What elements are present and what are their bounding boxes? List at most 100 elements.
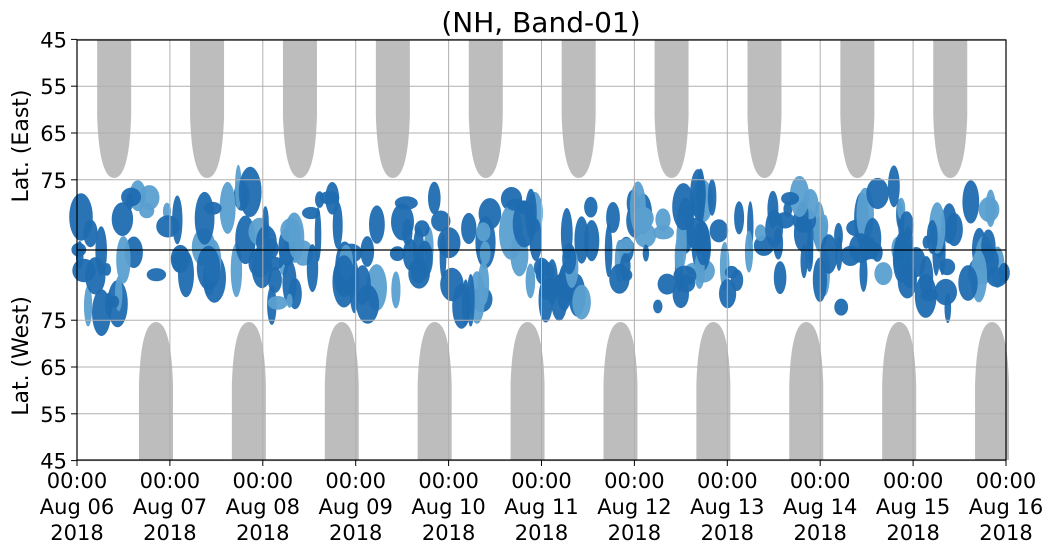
x-tick-year: 2018 <box>329 521 382 545</box>
x-tick-time: 00:00 <box>697 469 758 493</box>
y-tick-label: 65 <box>40 122 67 146</box>
detection-cell <box>619 238 634 254</box>
detection-cell <box>391 203 414 241</box>
x-tick-year: 2018 <box>143 521 196 545</box>
detection-cell <box>389 246 405 261</box>
detection-cell <box>673 265 697 286</box>
detection-cell <box>835 236 843 271</box>
detection-cell <box>724 265 739 279</box>
detection-cell <box>707 178 717 216</box>
y-tick-label: 45 <box>40 28 67 52</box>
x-tick-year: 2018 <box>236 521 289 545</box>
detection-cell <box>414 220 430 238</box>
detection-cell <box>834 298 849 316</box>
x-tick-time: 00:00 <box>233 469 294 493</box>
y-tick-label: 55 <box>40 403 67 427</box>
detection-cell <box>171 251 189 265</box>
detection-cell <box>369 205 385 244</box>
x-tick-year: 2018 <box>422 521 475 545</box>
x-tick-time: 00:00 <box>604 469 665 493</box>
detection-cell <box>926 219 938 254</box>
detection-cell <box>574 216 589 264</box>
detection-cell <box>315 191 325 208</box>
detection-cell <box>452 283 471 329</box>
daylight-region-west <box>510 322 545 460</box>
detection-cell <box>105 292 113 317</box>
detection-cell <box>773 261 787 295</box>
x-tick-date: Aug 06 <box>40 495 114 519</box>
detection-cell <box>958 265 978 301</box>
daylight-region-west <box>324 322 359 460</box>
detection-cell <box>941 203 957 244</box>
detection-cell <box>546 259 558 305</box>
detection-cell <box>282 260 297 305</box>
daylight-region-east <box>747 40 782 178</box>
detection-cell <box>431 210 451 232</box>
x-tick-year: 2018 <box>608 521 661 545</box>
x-tick-date: Aug 15 <box>876 495 950 519</box>
detection-cell <box>709 219 729 243</box>
detection-cell <box>286 293 293 308</box>
detection-cell <box>800 244 808 279</box>
detection-cell <box>672 279 689 309</box>
detection-cell <box>479 241 491 265</box>
detection-cell <box>360 236 375 267</box>
detection-cell <box>477 261 490 306</box>
x-tick-date: Aug 09 <box>318 495 392 519</box>
detection-cell <box>428 181 441 215</box>
detection-cell <box>196 245 221 290</box>
detection-cell <box>620 253 631 279</box>
detection-cell <box>863 217 882 260</box>
detection-cell <box>672 183 695 231</box>
y-axis: 45 55 65 75 75 65 55 45 <box>40 28 77 474</box>
detection-cell <box>789 175 810 218</box>
y-axis-label-east: Lat. (East) <box>9 90 34 203</box>
detection-cell <box>260 256 284 271</box>
x-tick-date: Aug 11 <box>504 495 578 519</box>
detection-cell <box>744 230 754 273</box>
detection-cell <box>584 196 598 218</box>
detection-cell <box>156 215 180 238</box>
daylight-region-east <box>190 40 225 178</box>
detection-cell <box>631 206 654 230</box>
detection-cell <box>821 214 829 237</box>
detection-cell <box>781 192 800 205</box>
detection-cell <box>888 165 900 208</box>
detection-cell <box>642 244 650 262</box>
detection-cell <box>111 202 134 237</box>
detection-cell <box>653 299 663 314</box>
plot-area <box>69 38 1010 462</box>
detection-cell <box>512 200 536 248</box>
x-tick-date: Aug 10 <box>411 495 485 519</box>
detection-cell <box>263 238 279 259</box>
detection-cell <box>84 285 93 327</box>
detection-cell <box>978 196 1000 223</box>
detection-cell <box>562 243 577 275</box>
chart-title: (NH, Band-01) <box>441 6 640 39</box>
detection-cell <box>411 261 427 284</box>
detection-cell <box>572 284 591 320</box>
y-tick-label: 75 <box>40 309 67 333</box>
detection-cell <box>754 224 767 242</box>
x-tick-time: 00:00 <box>140 469 201 493</box>
y-axis-label-west: Lat. (West) <box>9 296 34 416</box>
y-tick-label: 75 <box>40 169 67 193</box>
x-tick-year: 2018 <box>701 521 754 545</box>
daylight-region-east <box>282 40 317 178</box>
x-tick-date: Aug 07 <box>133 495 207 519</box>
detection-cell <box>219 181 236 234</box>
daylight-region-west <box>231 322 266 460</box>
detection-cell <box>655 208 671 231</box>
detection-cell <box>840 245 861 266</box>
y-tick-label: 55 <box>40 75 67 99</box>
detection-cell <box>604 224 613 278</box>
detection-cell <box>288 219 301 259</box>
x-tick-time: 00:00 <box>511 469 572 493</box>
daylight-region-east <box>840 40 875 178</box>
detection-cell <box>267 296 288 310</box>
detection-cell <box>146 268 167 282</box>
detection-cell <box>657 273 677 295</box>
x-tick-year: 2018 <box>979 521 1032 545</box>
